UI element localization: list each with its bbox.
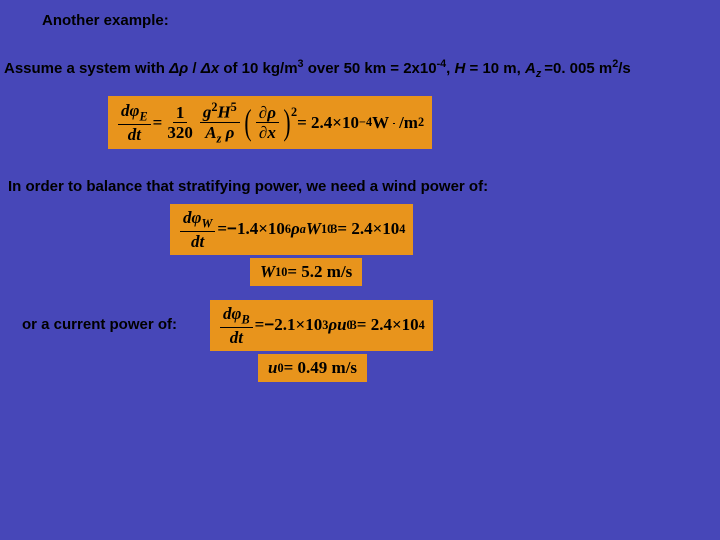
equation-current-power: dφB dt = −2.1×10 3 ρu03 = 2.4×10 4 [210,300,433,351]
current-text: or a current power of: [22,316,177,333]
equation-wind-power: dφW dt = −1.4×10 6 ρaW103 = 2.4×10 4 [170,204,413,255]
assumption-line: Assume a system with Δρ / Δx of 10 kg/m3… [4,58,631,80]
balance-text: In order to balance that stratifying pow… [8,178,488,195]
equation-stratifying-power: dφE dt = 1 320 g2H5 Az ρ ( ∂ρ ∂x ) 2 = 2… [108,96,432,149]
equation-wind-speed: W10 = 5.2 m/s [250,258,362,286]
equation-current-speed: u0 = 0.49 m/s [258,354,367,382]
section-title: Another example: [42,12,169,29]
